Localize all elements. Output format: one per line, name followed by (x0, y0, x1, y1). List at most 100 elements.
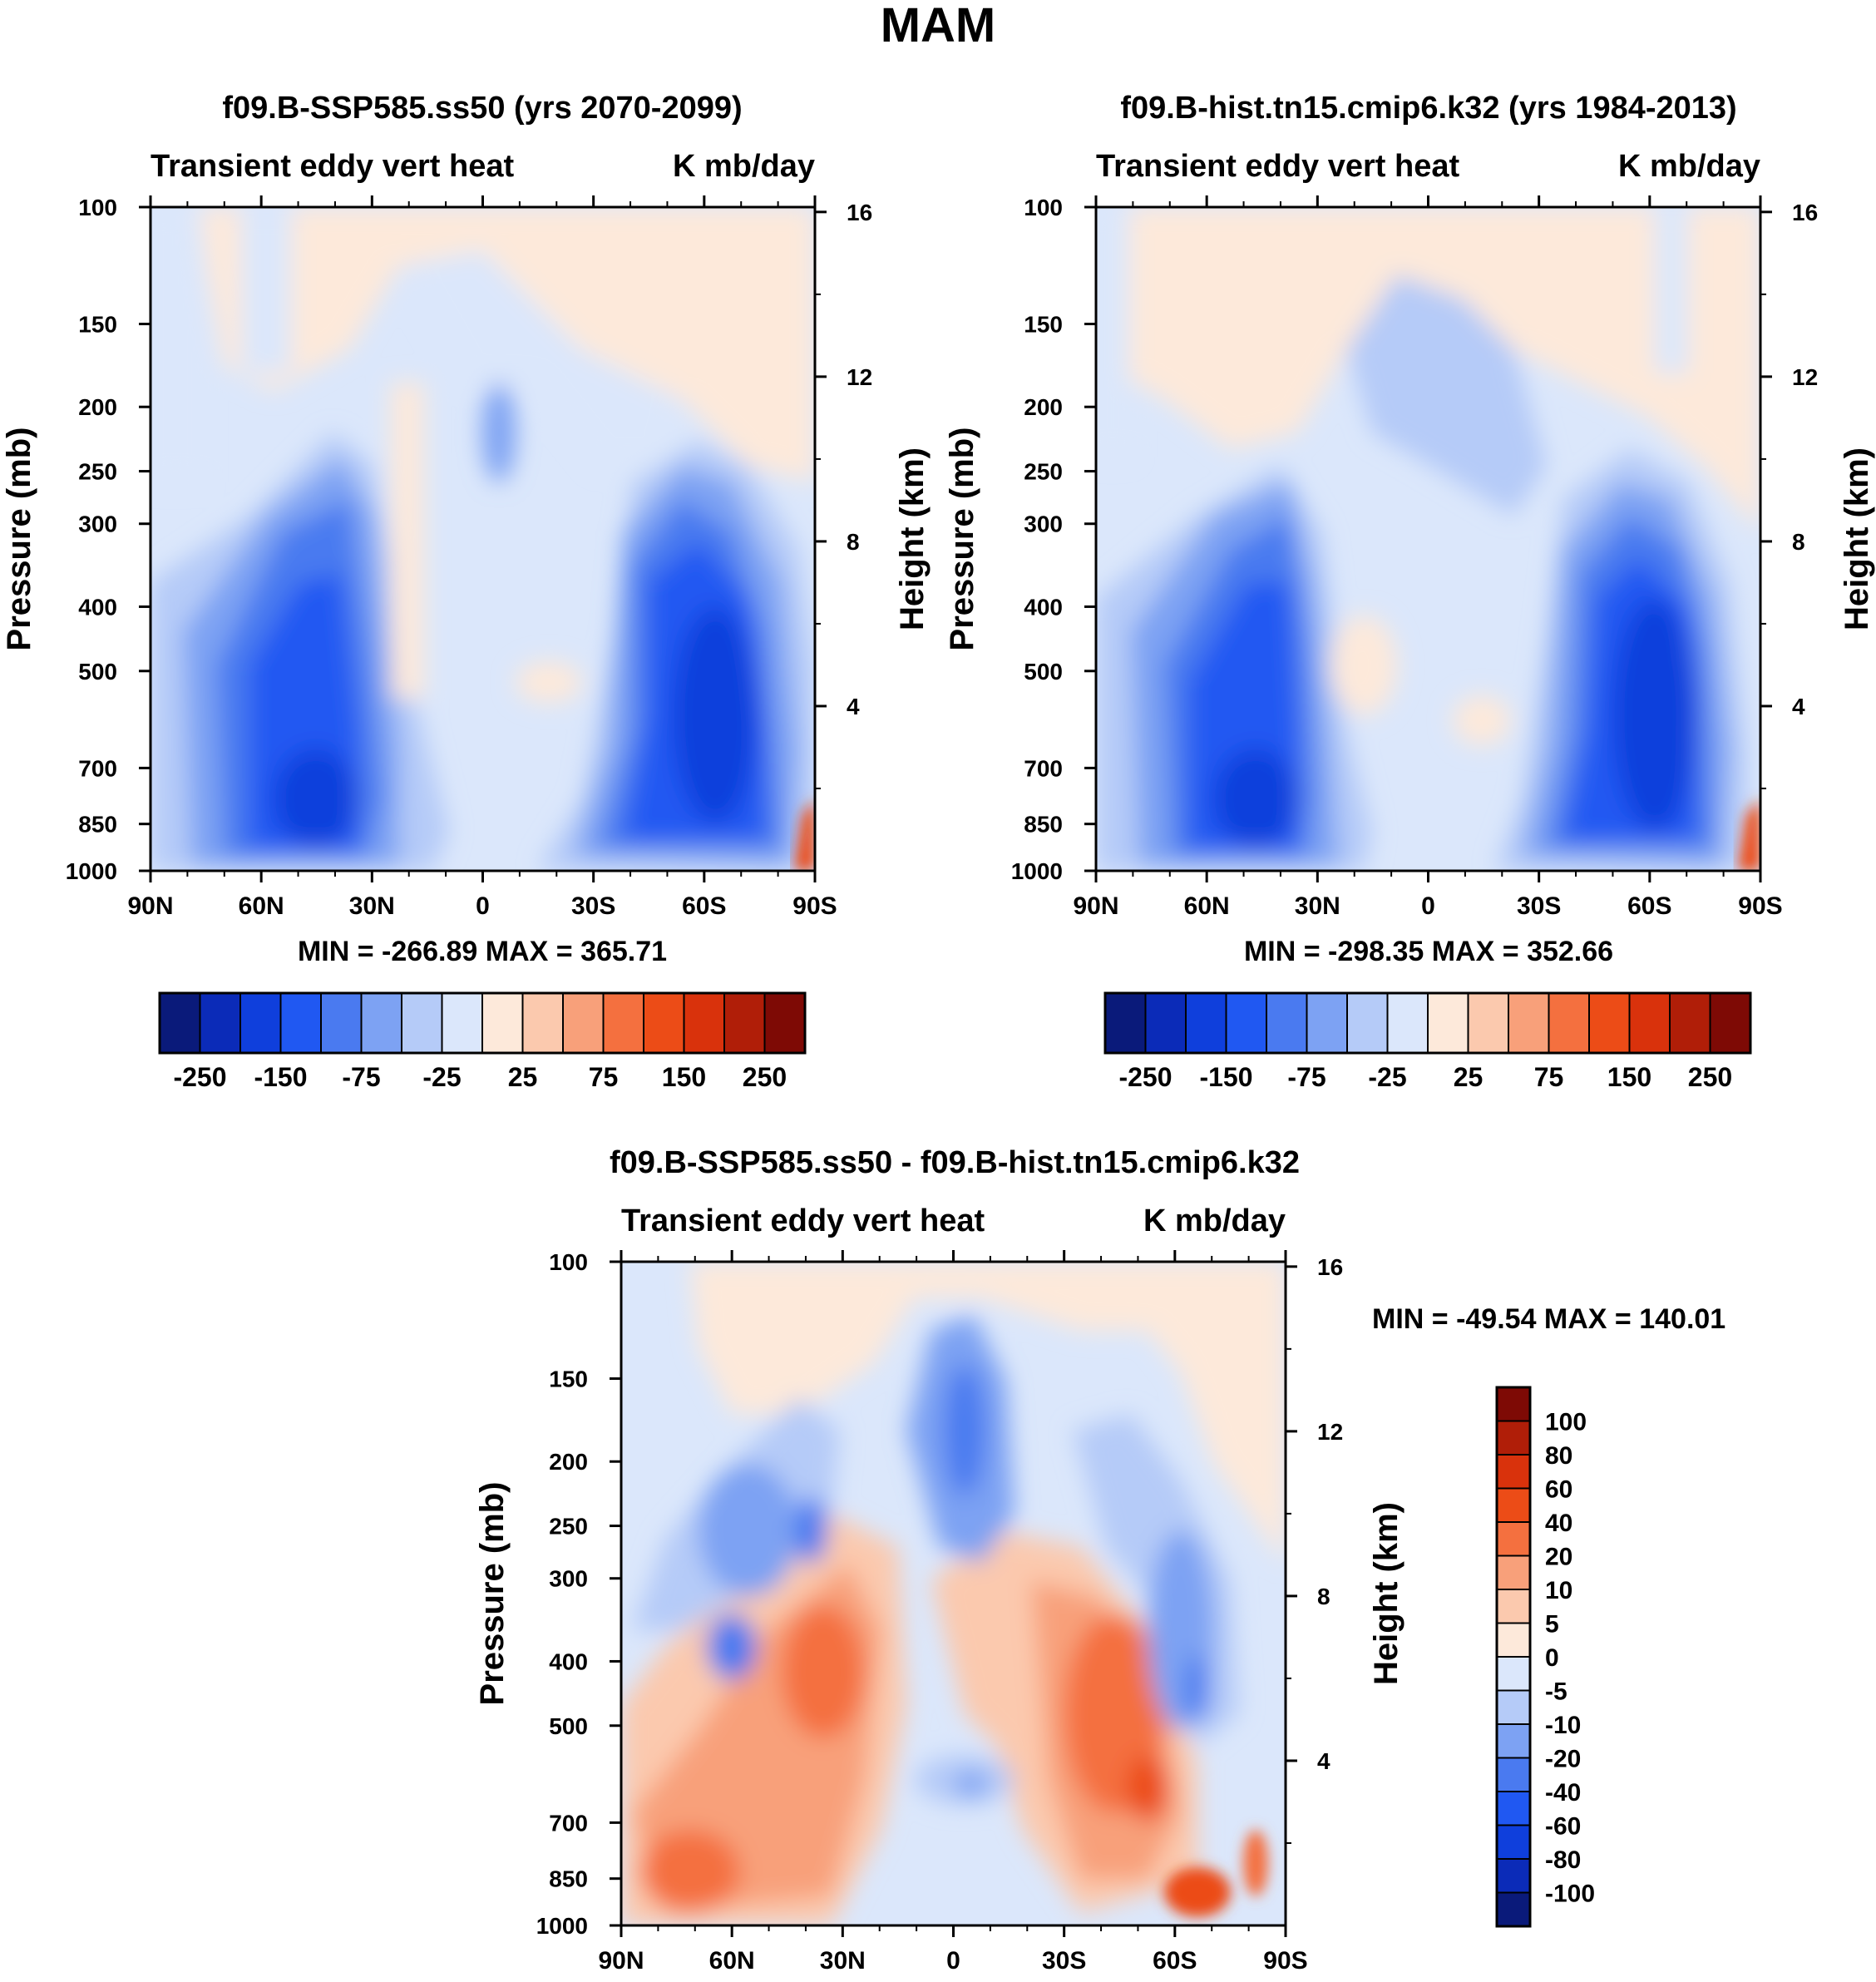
panel-title: f09.B-hist.tn15.cmip6.k32 (yrs 1984-2013… (1120, 91, 1736, 126)
colorbar-box (562, 992, 605, 1054)
colorbar-label: 60 (1545, 1476, 1572, 1504)
x-tick-label: 30S (1517, 892, 1561, 920)
y-axis-label: Pressure (mb) (944, 428, 980, 651)
colorbar-box (1496, 1858, 1531, 1894)
colorbar-label: 40 (1545, 1510, 1572, 1537)
y-axis-label: Pressure (mb) (1, 428, 37, 651)
contour-surface-warm (1738, 798, 1760, 871)
x-tick-label: 0 (476, 892, 490, 920)
colorbar-label: -100 (1545, 1881, 1595, 1908)
colorbar-box (1496, 1487, 1531, 1523)
colorbar-label: -250 (173, 1062, 226, 1092)
colorbar-box (1496, 1454, 1531, 1490)
y-axis-ticks: 100 150 200 250 300 400 500 700 850 1000 16 12 8 4 (536, 1249, 1343, 1939)
colorbar-box (1496, 1386, 1531, 1422)
x-tick-label: 30N (820, 1947, 866, 1975)
colorbar-label: 250 (1688, 1062, 1732, 1092)
y-tick-label: 250 (549, 1514, 588, 1540)
panel-right-label: K mb/day (673, 149, 815, 184)
y-tick-label: 100 (1024, 195, 1063, 220)
contour-sh-warm-peak (1127, 1755, 1168, 1821)
y2-tick-label: 12 (847, 364, 872, 390)
x-tick-label: 90N (1073, 892, 1118, 920)
x-tick-label: 90N (598, 1947, 644, 1975)
colorbar-label: 150 (1607, 1062, 1651, 1092)
y2-tick-label: 4 (847, 694, 860, 719)
panel-future: f09.B-SSP585.ss50 (yrs 2070-2099) Transi… (1, 91, 931, 1092)
y-tick-label: 200 (78, 394, 117, 420)
colorbar-box (1496, 1589, 1531, 1624)
y-tick-label: 100 (78, 195, 117, 220)
colorbar-label: 10 (1545, 1577, 1572, 1604)
x-tick-label: 60N (1184, 892, 1230, 920)
y-tick-label: 300 (1024, 512, 1063, 537)
y-tick-label: 300 (549, 1566, 588, 1592)
colorbar-box (1496, 1757, 1531, 1792)
x-axis-ticks: 90N 60N 30N 0 30S 60S 90S (127, 195, 837, 920)
colorbar-box (1306, 992, 1348, 1054)
colorbar-box (1669, 992, 1711, 1054)
colorbar-box (1496, 1554, 1531, 1590)
colorbar-box (1386, 992, 1429, 1054)
y-axis-ticks: 100 150 200 250 300 400 500 700 850 1000 16 12 8 4 (1011, 195, 1818, 884)
contour-tropical-neutral (399, 250, 682, 466)
contour-negative-patch (482, 383, 516, 482)
colorbar-box (1548, 992, 1590, 1054)
y-tick-label: 850 (549, 1866, 588, 1892)
y-tick-label: 850 (78, 812, 117, 838)
y2-tick-label: 16 (1317, 1254, 1343, 1280)
contour-sh-core (1613, 599, 1696, 832)
y-tick-label: 500 (78, 659, 117, 685)
colorbar-label: 25 (508, 1062, 538, 1092)
y2-tick-label: 16 (847, 200, 872, 225)
contour-neutral-strip (1096, 207, 1129, 457)
y2-tick-label: 4 (1792, 694, 1805, 719)
contour-positive-upper (690, 1262, 1286, 1564)
contour-nh-warm-core (782, 1605, 865, 1738)
x-tick-label: 30N (349, 892, 395, 920)
x-tick-label: 0 (946, 1947, 960, 1975)
panel-right-label: K mb/day (1143, 1204, 1286, 1238)
colorbar-box (1467, 992, 1509, 1054)
contour-nh-core (274, 749, 358, 848)
y-tick-label: 400 (78, 594, 117, 620)
x-tick-label: 30N (1295, 892, 1340, 920)
y-tick-label: 150 (78, 312, 117, 338)
y-tick-label: 250 (78, 459, 117, 485)
colorbar-box (1144, 992, 1187, 1054)
colorbar-label: 150 (662, 1062, 706, 1092)
contour-surface-warm (1164, 1867, 1231, 1917)
colorbar-label: 100 (1545, 1409, 1587, 1436)
panel-left-label: Transient eddy vert heat (1096, 149, 1459, 184)
colorbar-frame (1103, 991, 1752, 1055)
x-tick-label: 60N (709, 1947, 755, 1975)
y-tick-label: 200 (549, 1449, 588, 1475)
y-tick-label: 1000 (1011, 858, 1063, 884)
x-tick-label: 90S (1738, 892, 1782, 920)
contour-neutral-column (241, 207, 291, 373)
y2-tick-label: 8 (1792, 529, 1805, 555)
colorbar-box (723, 992, 766, 1054)
colorbar-frame (158, 991, 807, 1055)
colorbar-label: -5 (1545, 1678, 1567, 1706)
colorbar-label: 250 (743, 1062, 787, 1092)
contour-surface-warm (794, 798, 815, 871)
y2-axis-label: Height (km) (894, 447, 931, 630)
colorbar-box (1496, 1656, 1531, 1692)
y-tick-label: 100 (549, 1249, 588, 1275)
colorbar-label: 25 (1454, 1062, 1484, 1092)
colorbar-box (320, 992, 363, 1054)
colorbar-box (683, 992, 725, 1054)
colorbar-box (401, 992, 443, 1054)
y2-tick-label: 8 (1317, 1584, 1330, 1609)
colorbar-box (602, 992, 644, 1054)
contour-field (621, 1262, 1286, 1925)
colorbar-box (1496, 1891, 1531, 1927)
y-tick-label: 700 (78, 755, 117, 781)
panel-left-label: Transient eddy vert heat (621, 1204, 985, 1238)
colorbar-box (1496, 1689, 1531, 1725)
colorbar-box (279, 992, 322, 1054)
y-tick-label: 150 (549, 1367, 588, 1392)
x-tick-label: 30S (1042, 1947, 1086, 1975)
